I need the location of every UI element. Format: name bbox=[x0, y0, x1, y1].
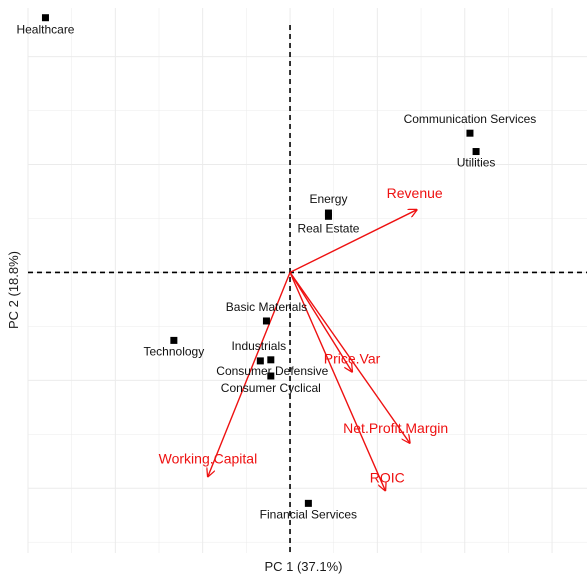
data-point bbox=[304, 499, 312, 507]
loading-arrow bbox=[289, 272, 385, 490]
data-point bbox=[256, 357, 264, 365]
data-point bbox=[472, 148, 480, 156]
x-axis-title: PC 1 (37.1%) bbox=[264, 559, 342, 574]
point-label: Real Estate bbox=[297, 221, 359, 235]
loading-arrow bbox=[289, 272, 352, 371]
data-point bbox=[466, 129, 474, 137]
data-point bbox=[170, 336, 178, 344]
point-label: Basic Materials bbox=[226, 300, 307, 314]
data-point bbox=[267, 372, 275, 380]
point-label: Consumer Cyclical bbox=[221, 381, 321, 395]
grid-lines bbox=[27, 8, 587, 553]
loading-arrow bbox=[289, 272, 410, 443]
loading-arrows bbox=[208, 210, 417, 491]
point-label: Energy bbox=[309, 192, 347, 206]
point-label: Utilities bbox=[457, 156, 496, 170]
data-point bbox=[324, 212, 332, 220]
y-axis-title: PC 2 (18.8%) bbox=[6, 251, 21, 329]
loading-label: Revenue bbox=[387, 185, 443, 201]
loading-label: Price.Var bbox=[324, 351, 381, 367]
point-label: Consumer Defensive bbox=[216, 364, 328, 378]
data-point bbox=[262, 317, 270, 325]
data-point bbox=[41, 14, 49, 22]
loading-label: Working.Capital bbox=[159, 450, 258, 466]
data-point bbox=[267, 356, 275, 364]
point-label: Financial Services bbox=[260, 507, 357, 521]
point-label: Communication Services bbox=[404, 112, 537, 126]
loading-labels: Revenue Price.Var Net.Profit.Margin ROIC Wor… bbox=[159, 185, 449, 486]
plot-background bbox=[28, 8, 587, 553]
data-points bbox=[41, 14, 480, 507]
loading-arrow bbox=[289, 210, 417, 274]
loading-arrow bbox=[208, 272, 291, 476]
point-label: Healthcare bbox=[16, 23, 74, 37]
zero-lines bbox=[28, 25, 587, 553]
point-label: Technology bbox=[144, 344, 205, 358]
point-label: Industrials bbox=[231, 339, 286, 353]
loading-label: Net.Profit.Margin bbox=[343, 420, 448, 436]
loading-label: ROIC bbox=[370, 469, 405, 485]
point-labels: Healthcare Communication Services Utilitie… bbox=[16, 23, 536, 522]
